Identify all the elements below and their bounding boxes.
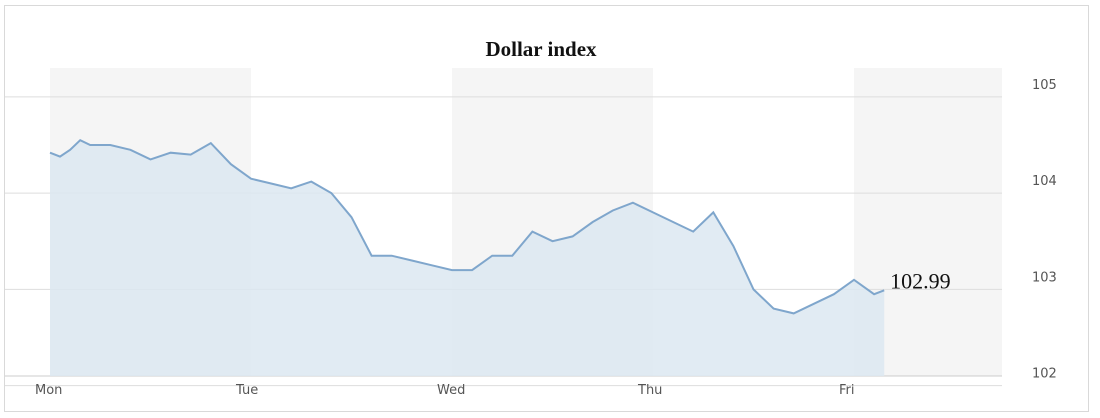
y-tick-105: 105 bbox=[1032, 78, 1057, 93]
x-tick-thu: Thu bbox=[637, 383, 662, 398]
y-tick-103: 103 bbox=[1032, 270, 1057, 285]
dollar-index-chart: Mon Tue Wed Thu Fri 102 103 104 105 Dollar inde… bbox=[5, 37, 1057, 398]
chart-title: Dollar index bbox=[485, 37, 597, 61]
x-tick-tue: Tue bbox=[235, 383, 258, 398]
series-line bbox=[49, 139, 885, 315]
last-value-label: 102.99 bbox=[890, 268, 951, 293]
y-tick-102: 102 bbox=[1032, 367, 1057, 382]
y-tick-104: 104 bbox=[1032, 174, 1057, 189]
x-tick-mon: Mon bbox=[35, 383, 62, 398]
x-axis-ticks: Mon Tue Wed Thu Fri bbox=[35, 383, 855, 398]
series-area bbox=[50, 140, 885, 376]
x-tick-wed: Wed bbox=[437, 383, 465, 398]
y-axis-ticks: 102 103 104 105 bbox=[1032, 78, 1057, 382]
chart-frame: Mon Tue Wed Thu Fri 102 103 104 105 Dollar inde… bbox=[4, 5, 1089, 412]
x-tick-fri: Fri bbox=[839, 383, 855, 398]
